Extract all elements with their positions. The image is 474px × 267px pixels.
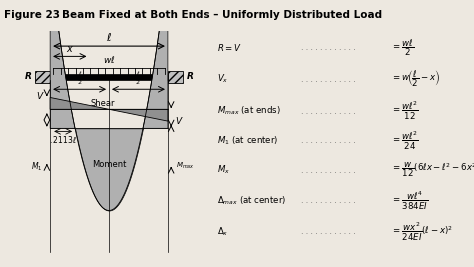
Polygon shape bbox=[109, 109, 168, 121]
Text: . . . . . . . . . . . .: . . . . . . . . . . . . bbox=[301, 136, 356, 145]
Text: V: V bbox=[36, 92, 43, 101]
Text: $M_{max}$ (at ends): $M_{max}$ (at ends) bbox=[217, 105, 281, 117]
Text: . . . . . . . . . . . .: . . . . . . . . . . . . bbox=[301, 166, 356, 175]
Text: $\frac{\ell}{2}$: $\frac{\ell}{2}$ bbox=[136, 70, 141, 87]
Text: V: V bbox=[175, 117, 182, 126]
Text: Figure 23: Figure 23 bbox=[4, 10, 60, 20]
Text: $\ell$: $\ell$ bbox=[106, 31, 112, 43]
Bar bbox=[50, 74, 168, 80]
Bar bbox=[35, 71, 50, 83]
Text: $V_x$: $V_x$ bbox=[217, 73, 228, 85]
Text: Shear: Shear bbox=[90, 99, 115, 108]
Text: Beam Fixed at Both Ends – Uniformly Distributed Load: Beam Fixed at Both Ends – Uniformly Dist… bbox=[62, 10, 382, 20]
Text: $=w\!\left(\dfrac{\ell}{2}-x\right)$: $=w\!\left(\dfrac{\ell}{2}-x\right)$ bbox=[392, 69, 440, 89]
Text: $M_1$: $M_1$ bbox=[31, 160, 43, 172]
Text: $=\dfrac{w}{12}(6\ell x-\ell^2-6x^2)$: $=\dfrac{w}{12}(6\ell x-\ell^2-6x^2)$ bbox=[392, 161, 474, 179]
Bar bbox=[168, 71, 183, 83]
Text: $M_x$: $M_x$ bbox=[217, 164, 230, 176]
Text: $\Delta_{max}$ (at center): $\Delta_{max}$ (at center) bbox=[217, 195, 286, 207]
Text: $=\dfrac{w\ell^2}{24}$: $=\dfrac{w\ell^2}{24}$ bbox=[392, 129, 419, 152]
Polygon shape bbox=[50, 97, 109, 109]
Text: $R = V$: $R = V$ bbox=[217, 42, 242, 53]
Text: . . . . . . . . . . . .: . . . . . . . . . . . . bbox=[301, 227, 356, 236]
Text: $=\dfrac{wx^2}{24EI}(\ell-x)^2$: $=\dfrac{wx^2}{24EI}(\ell-x)^2$ bbox=[392, 221, 453, 243]
Text: $M_{max}$: $M_{max}$ bbox=[175, 161, 194, 171]
Text: $w\ell$: $w\ell$ bbox=[103, 54, 115, 65]
Text: . . . . . . . . . . . .: . . . . . . . . . . . . bbox=[301, 75, 356, 84]
Text: R: R bbox=[186, 72, 193, 81]
Text: Moment: Moment bbox=[92, 160, 126, 169]
Text: . . . . . . . . . . . .: . . . . . . . . . . . . bbox=[301, 43, 356, 52]
Text: $x$: $x$ bbox=[66, 44, 74, 54]
Text: $=\dfrac{w\ell^2}{12}$: $=\dfrac{w\ell^2}{12}$ bbox=[392, 100, 419, 122]
Text: R: R bbox=[25, 72, 32, 81]
Text: . . . . . . . . . . . .: . . . . . . . . . . . . bbox=[301, 107, 356, 116]
Text: $\Delta_x$: $\Delta_x$ bbox=[217, 225, 228, 238]
Text: $=\dfrac{w\ell^4}{384EI}$: $=\dfrac{w\ell^4}{384EI}$ bbox=[392, 190, 428, 212]
Text: $M_1$ (at center): $M_1$ (at center) bbox=[217, 134, 278, 147]
Text: . . . . . . . . . . . .: . . . . . . . . . . . . bbox=[301, 196, 356, 205]
Text: $.2113\ell$: $.2113\ell$ bbox=[49, 134, 77, 145]
Text: $=\dfrac{w\ell}{2}$: $=\dfrac{w\ell}{2}$ bbox=[392, 37, 415, 58]
Text: $\frac{\ell}{2}$: $\frac{\ell}{2}$ bbox=[77, 70, 82, 87]
